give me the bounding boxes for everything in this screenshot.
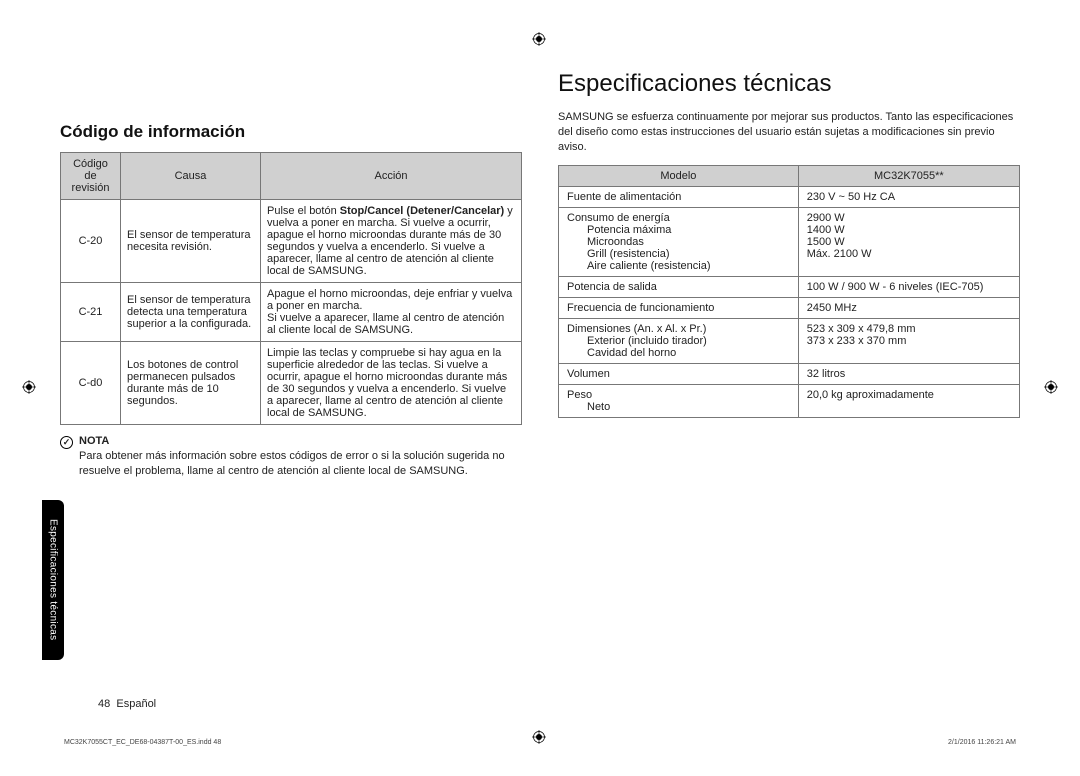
crop-mark-icon [1044,380,1058,394]
spec-key: Dimensiones (An. x Al. x Pr.)Exterior (i… [559,318,799,363]
page-number: 48 [98,698,110,710]
col-header-cause: Causa [121,153,261,200]
spec-key: Consumo de energíaPotencia máximaMicroon… [559,207,799,276]
cell-action: Limpie las teclas y compruebe si hay agu… [261,342,522,425]
spec-key: Frecuencia de funcionamiento [559,297,799,318]
col-header-action: Acción [261,153,522,200]
spec-value: 100 W / 900 W - 6 niveles (IEC-705) [798,276,1019,297]
action-text-pre: Pulse el botón [267,205,340,217]
table-row: PesoNeto20,0 kg aproximadamente [559,384,1020,417]
cell-code: C-d0 [61,342,121,425]
page-title: Especificaciones técnicas [558,70,1020,98]
crop-mark-icon [22,380,36,394]
note-content: NOTA Para obtener más información sobre … [79,435,522,479]
section-heading-codes: Código de información [60,122,522,142]
table-header-row: Modelo MC32K7055** [559,165,1020,186]
cell-cause: El sensor de temperatura detecta una tem… [121,283,261,342]
table-row: Potencia de salida100 W / 900 W - 6 nive… [559,276,1020,297]
spec-value: 523 x 309 x 479,8 mm373 x 233 x 370 mm [798,318,1019,363]
cell-code: C-20 [61,200,121,283]
table-row: Volumen32 litros [559,363,1020,384]
table-row: C-21 El sensor de temperatura detecta un… [61,283,522,342]
col-header-code: Código de revisión [61,153,121,200]
error-codes-table: Código de revisión Causa Acción C-20 El … [60,152,522,425]
table-row: C-d0 Los botones de control permanecen p… [61,342,522,425]
side-tab-label: Especificaciones técnicas [48,519,59,640]
print-meta-left: MC32K7055CT_EC_DE68-04387T-00_ES.indd 48 [64,739,221,746]
crop-mark-icon [532,730,546,744]
two-column-layout: Código de información Código de revisión… [60,70,1020,690]
spec-key: PesoNeto [559,384,799,417]
note-body: Para obtener más información sobre estos… [79,449,522,479]
cell-cause: El sensor de temperatura necesita revisi… [121,200,261,283]
col-header-model-value: MC32K7055** [798,165,1019,186]
cell-cause: Los botones de control permanecen pulsad… [121,342,261,425]
page-footer: 48 Español [98,698,156,710]
note-block: ✓ NOTA Para obtener más información sobr… [60,435,522,479]
table-row: Consumo de energíaPotencia máximaMicroon… [559,207,1020,276]
spec-key: Volumen [559,363,799,384]
table-row: Frecuencia de funcionamiento2450 MHz [559,297,1020,318]
spec-key: Fuente de alimentación [559,186,799,207]
left-column: Código de información Código de revisión… [60,70,522,690]
page-language: Español [116,698,156,710]
intro-paragraph: SAMSUNG se esfuerza continuamente por me… [558,110,1020,155]
table-header-row: Código de revisión Causa Acción [61,153,522,200]
right-column: Especificaciones técnicas SAMSUNG se esf… [558,70,1020,690]
print-meta-right: 2/1/2016 11:26:21 AM [948,739,1016,746]
spec-value: 2900 W1400 W1500 WMáx. 2100 W [798,207,1019,276]
table-row: Dimensiones (An. x Al. x Pr.)Exterior (i… [559,318,1020,363]
crop-mark-icon [532,32,546,46]
col-header-model: Modelo [559,165,799,186]
spec-value: 2450 MHz [798,297,1019,318]
spec-value: 32 litros [798,363,1019,384]
manual-page: Código de información Código de revisión… [0,0,1080,776]
cell-action: Apague el horno microondas, deje enfriar… [261,283,522,342]
spec-value: 230 V ~ 50 Hz CA [798,186,1019,207]
cell-action: Pulse el botón Stop/Cancel (Detener/Canc… [261,200,522,283]
action-text-bold: Stop/Cancel (Detener/Cancelar) [340,205,504,217]
table-row: C-20 El sensor de temperatura necesita r… [61,200,522,283]
note-icon: ✓ [60,436,73,449]
spec-key: Potencia de salida [559,276,799,297]
specs-table: Modelo MC32K7055** Fuente de alimentació… [558,165,1020,418]
side-tab: Especificaciones técnicas [42,500,64,660]
spec-value: 20,0 kg aproximadamente [798,384,1019,417]
note-title: NOTA [79,435,522,447]
cell-code: C-21 [61,283,121,342]
table-row: Fuente de alimentación230 V ~ 50 Hz CA [559,186,1020,207]
